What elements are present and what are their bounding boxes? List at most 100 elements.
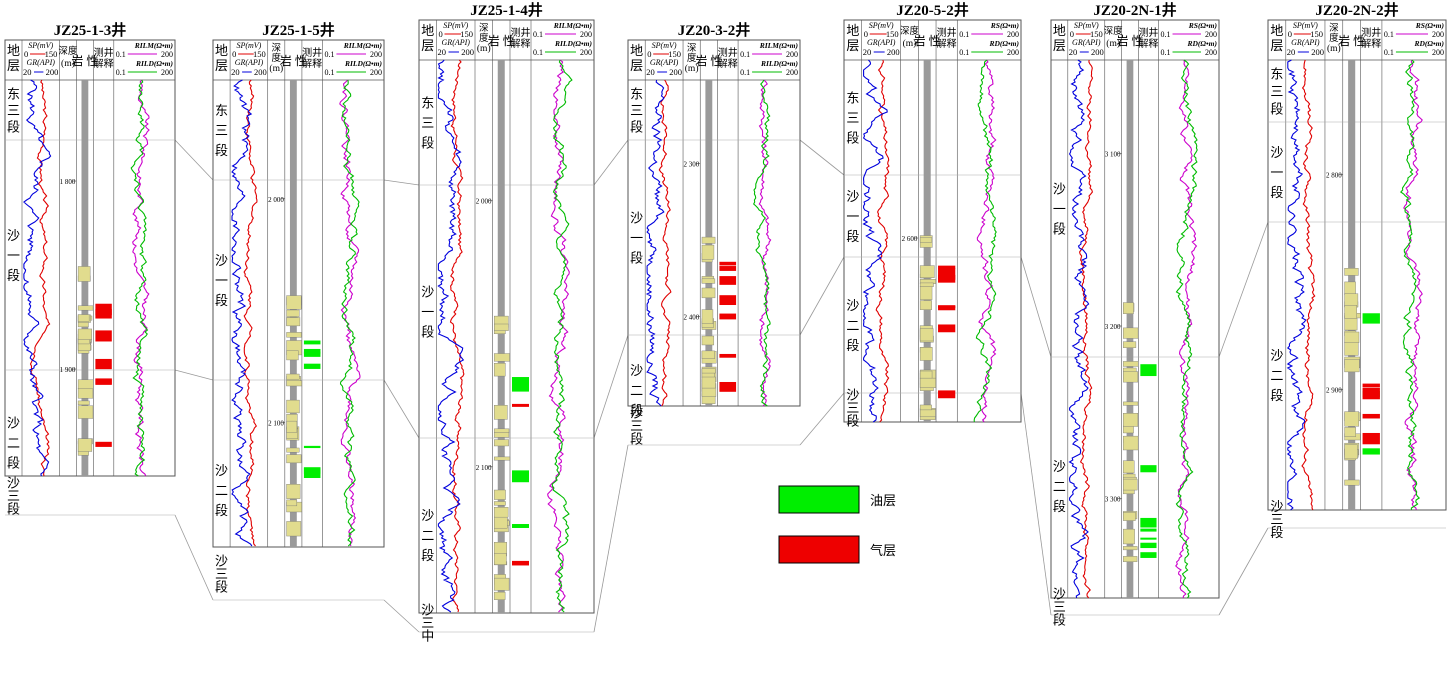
sand-bed: [1123, 341, 1137, 348]
oil-layer: [1362, 313, 1380, 324]
zone-label: 段: [1053, 499, 1066, 514]
sand-bed: [286, 350, 299, 361]
correlation-lines: [174, 139, 1269, 633]
zone-label: 沙: [215, 463, 228, 478]
oil-layer: [1140, 517, 1157, 528]
depth-header: 深度: [58, 45, 78, 57]
r2-scale-max: 200: [370, 68, 382, 77]
r1-curve: [1175, 59, 1198, 599]
r2-scale-max: 200: [1007, 48, 1019, 57]
zone-label: 段: [7, 268, 20, 283]
sp-scale-min: 0: [1288, 29, 1292, 39]
r2-scale-min: 0.1: [959, 48, 969, 57]
sand-bed: [494, 577, 510, 591]
gas-layer: [719, 381, 737, 392]
oil-layer: [512, 470, 529, 483]
lithology-track: [701, 80, 717, 406]
well-name: JZ20-5-2井: [896, 1, 969, 19]
r1-label: RILM(Ω•m): [134, 41, 174, 50]
r1-curve: [758, 79, 772, 407]
gas-layer: [938, 390, 956, 399]
interpretation-track: [938, 265, 956, 399]
zone-label: 东: [421, 96, 434, 111]
r2-scale-max: 200: [1205, 48, 1217, 57]
r2-scale-min: 0.1: [1384, 48, 1394, 57]
sp-label: SP(mV): [1293, 21, 1318, 30]
zone-label: 段: [421, 136, 434, 151]
strat-header: 地: [1270, 23, 1283, 38]
well-frame: [418, 19, 595, 614]
sand-bed: [494, 439, 509, 447]
interpretation-track: [1362, 313, 1380, 455]
correlation-line: [1020, 256, 1052, 358]
zone-label: 段: [846, 131, 859, 146]
r2-label: RD(Ω•m): [1187, 39, 1218, 48]
zone-label: 东: [215, 103, 228, 118]
lithology-track: [919, 60, 937, 422]
correlation-line: [383, 179, 420, 186]
zone-label: 段: [1270, 185, 1283, 200]
interp-header: 解释: [1138, 37, 1158, 50]
oil-layer: [1140, 465, 1157, 473]
sp-curve: [449, 59, 465, 613]
correlation-line: [383, 599, 420, 633]
depth-tick-label: 2 900: [1326, 387, 1342, 395]
sand-bed: [77, 328, 93, 340]
strat-header: 地: [846, 23, 859, 38]
zone-label: 一: [630, 231, 643, 246]
sand-bed: [701, 376, 716, 389]
zone-label: 三: [630, 103, 643, 118]
r2-label: RILD(Ω•m): [135, 59, 173, 68]
zone-label: 沙: [630, 363, 643, 378]
interpretation-track: [303, 340, 321, 478]
sp-curve: [243, 79, 258, 547]
interp-header: 解释: [1361, 37, 1381, 50]
interp-header: 解释: [94, 57, 114, 70]
interpretation-track: [95, 303, 112, 447]
zone-label: 段: [630, 432, 643, 447]
gas-layer: [95, 441, 112, 447]
depth-header: (m): [685, 63, 699, 74]
r1-scale-max: 200: [161, 50, 173, 59]
gas-legend-swatch: [778, 535, 860, 564]
correlation-line: [1218, 527, 1269, 616]
well-name: JZ20-3-2井: [678, 21, 751, 39]
r2-label: RD(Ω•m): [989, 39, 1020, 48]
depth-header: 深: [687, 43, 697, 54]
sand-bed: [701, 236, 716, 244]
correlation-line: [799, 256, 845, 336]
litho-header: 岩 性: [280, 53, 307, 68]
zone-label: 二: [7, 436, 20, 451]
sand-bed: [77, 379, 94, 390]
sand-bed: [1344, 444, 1358, 460]
gas-layer: [512, 403, 529, 407]
correlation-line: [593, 444, 629, 633]
well-frame: [4, 39, 176, 477]
depth-header: 深度: [900, 25, 920, 37]
gr-scale-min: 20: [23, 67, 32, 77]
r1-scale-max: 200: [1007, 30, 1019, 39]
zone-label: 段: [215, 503, 228, 518]
gas-layer: [938, 274, 956, 283]
litho-header: 岩 性: [914, 33, 941, 48]
sp-scale-max: 150: [253, 49, 266, 59]
sand-bed: [494, 456, 511, 461]
strat-header: 地: [630, 43, 643, 58]
sand-bed: [919, 404, 932, 411]
gr-scale-min: 20: [646, 67, 655, 77]
zone-label: 沙: [1270, 499, 1283, 514]
zone-label: 三: [421, 116, 434, 131]
sand-bed: [1123, 302, 1134, 314]
zone-label: 段: [1053, 613, 1066, 628]
depth-tick-label: 2 100: [268, 419, 284, 427]
well-name: JZ25-1-5井: [262, 21, 335, 39]
sp-label: SP(mV): [236, 41, 261, 50]
sp-curve: [29, 79, 51, 477]
zone-label: 二: [846, 318, 859, 333]
r2-curve: [753, 79, 771, 407]
depth-header: 度: [687, 52, 697, 64]
sp-scale-min: 0: [864, 29, 868, 39]
